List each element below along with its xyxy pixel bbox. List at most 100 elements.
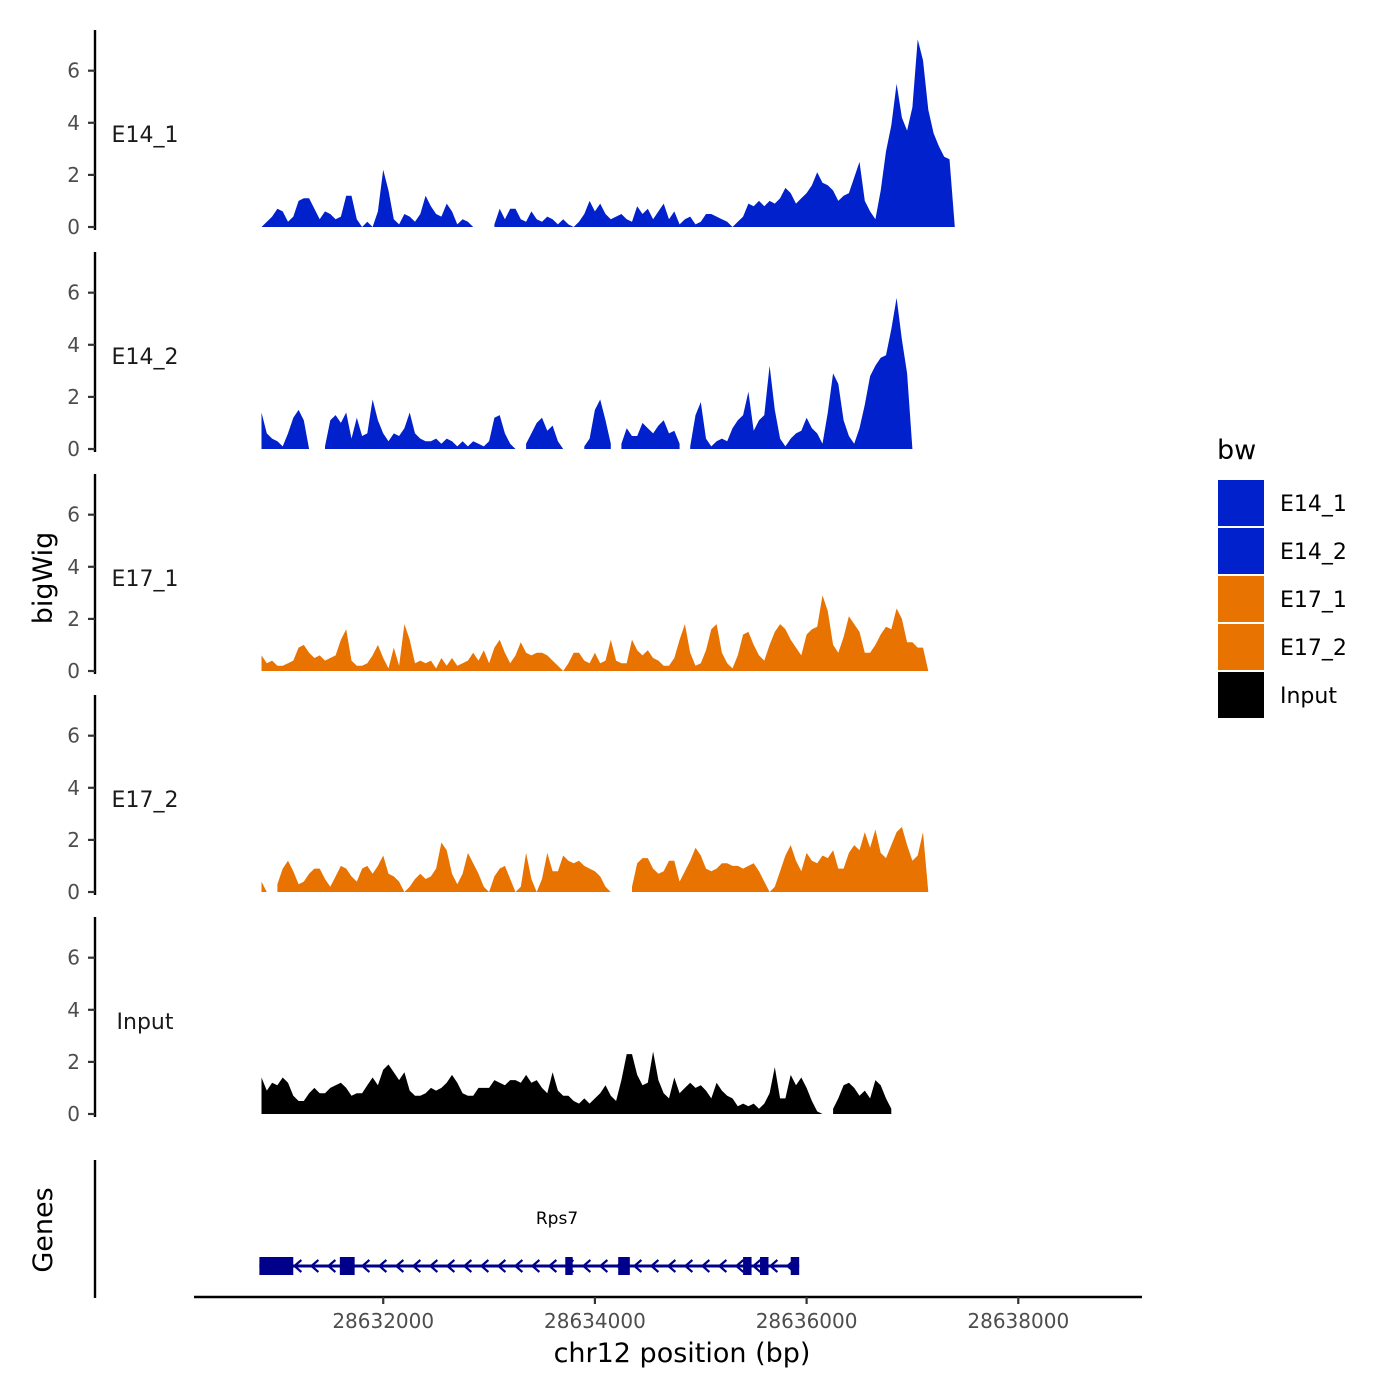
strand-arrow xyxy=(462,1259,473,1273)
strand-arrow xyxy=(394,1259,405,1273)
strand-arrow xyxy=(649,1259,660,1273)
y-tick-label: 0 xyxy=(67,880,80,904)
legend-swatch xyxy=(1218,624,1264,670)
strand-arrow xyxy=(768,1259,779,1273)
strand-arrow xyxy=(445,1259,456,1273)
strand-arrow xyxy=(428,1259,439,1273)
y-tick-label: 4 xyxy=(67,555,80,579)
strand-arrow xyxy=(292,1259,303,1273)
strand-arrow xyxy=(360,1259,371,1273)
y-tick-label: 0 xyxy=(67,215,80,239)
track-label: E17_2 xyxy=(112,788,179,813)
exon xyxy=(790,1257,800,1275)
coverage-area xyxy=(632,826,929,892)
legend-item-e14-2: E14_2 xyxy=(1218,528,1347,574)
legend-label: E14_1 xyxy=(1280,492,1347,517)
coverage-area xyxy=(494,39,955,228)
strand-arrow xyxy=(666,1259,677,1273)
exon xyxy=(618,1257,630,1275)
coverage-area xyxy=(584,399,611,449)
x-axis-title: chr12 position (bp) xyxy=(554,1338,811,1369)
legend: bw E14_1 E14_2 E17_1 E17_2 Input xyxy=(1217,435,1347,718)
legend-label: E17_1 xyxy=(1280,588,1347,613)
exon xyxy=(743,1257,752,1275)
x-tick-label: 28638000 xyxy=(967,1309,1069,1333)
legend-item-input: Input xyxy=(1218,672,1337,718)
strand-arrow xyxy=(734,1259,745,1273)
x-tick-label: 28632000 xyxy=(332,1309,434,1333)
strand-arrow xyxy=(513,1259,524,1273)
strand-arrow xyxy=(717,1259,728,1273)
coverage-area xyxy=(261,595,929,671)
legend-item-e14-1: E14_1 xyxy=(1218,480,1347,526)
legend-swatch xyxy=(1218,576,1264,622)
coverage-area xyxy=(526,417,564,449)
y-tick-label: 6 xyxy=(67,724,80,748)
track-e17-2: 0 2 4 6 E17_2 xyxy=(67,695,929,904)
y-tick-label: 4 xyxy=(67,776,80,800)
track-label: Input xyxy=(117,1010,174,1035)
strand-arrow xyxy=(309,1259,320,1273)
strand-arrow xyxy=(632,1259,643,1273)
y-tick-label: 6 xyxy=(67,946,80,970)
legend-swatch xyxy=(1218,672,1264,718)
legend-label: E14_2 xyxy=(1280,540,1347,565)
legend-label: Input xyxy=(1280,684,1337,709)
strand-arrow xyxy=(377,1259,388,1273)
strand-arrow xyxy=(700,1259,711,1273)
y-tick-label: 4 xyxy=(67,111,80,135)
legend-item-e17-2: E17_2 xyxy=(1218,624,1347,670)
coverage-area xyxy=(261,169,474,227)
genes-axis-title: Genes xyxy=(28,1187,59,1272)
track-panels: 0 2 4 6 E14_1 0 2 4 6 E14_2 0 2 4 6 E17_1 0 2 4 6 E17_2 0 2 4 6… xyxy=(67,30,955,1126)
coverage-area xyxy=(277,842,611,892)
coverage-area xyxy=(261,881,267,892)
y-tick-label: 2 xyxy=(67,385,80,409)
coverage-area xyxy=(261,409,310,449)
y-tick-label: 6 xyxy=(67,503,80,527)
legend-swatch xyxy=(1218,480,1264,526)
exon xyxy=(259,1257,294,1275)
coverage-area xyxy=(833,1080,892,1114)
y-tick-label: 6 xyxy=(67,59,80,83)
y-axis-title: bigWig xyxy=(28,532,59,625)
y-tick-label: 0 xyxy=(67,659,80,683)
y-tick-label: 4 xyxy=(67,333,80,357)
coverage-area xyxy=(261,1051,823,1114)
y-tick-label: 0 xyxy=(67,1102,80,1126)
track-label: E14_2 xyxy=(112,345,179,370)
track-label: E14_1 xyxy=(112,123,179,148)
track-e14-1: 0 2 4 6 E14_1 xyxy=(67,30,955,239)
coverage-area xyxy=(690,297,913,449)
coverage-area xyxy=(325,399,516,449)
strand-arrow xyxy=(479,1259,490,1273)
strand-arrow xyxy=(547,1259,558,1273)
x-axis: 28632000 28634000 28636000 28638000 xyxy=(194,1295,1142,1333)
coverage-area xyxy=(621,420,680,449)
exon xyxy=(760,1257,769,1275)
strand-arrow xyxy=(581,1259,592,1273)
track-e14-2: 0 2 4 6 E14_2 xyxy=(67,252,913,461)
x-tick-label: 28634000 xyxy=(544,1309,646,1333)
legend-label: E17_2 xyxy=(1280,636,1347,661)
y-tick-label: 2 xyxy=(67,1050,80,1074)
strand-arrow xyxy=(683,1259,694,1273)
strand-arrow xyxy=(496,1259,507,1273)
gene-panel: Rps7 xyxy=(93,1160,800,1298)
strand-arrow xyxy=(326,1259,337,1273)
strand-arrow xyxy=(530,1259,541,1273)
exon xyxy=(339,1257,355,1275)
track-e17-1: 0 2 4 6 E17_1 xyxy=(67,474,929,683)
y-tick-label: 2 xyxy=(67,163,80,187)
gene-name: Rps7 xyxy=(536,1209,578,1229)
y-tick-label: 0 xyxy=(67,437,80,461)
x-tick-label: 28636000 xyxy=(756,1309,858,1333)
exon xyxy=(565,1257,573,1275)
y-tick-label: 4 xyxy=(67,998,80,1022)
y-tick-label: 2 xyxy=(67,607,80,631)
track-label: E17_1 xyxy=(112,567,179,592)
legend-swatch xyxy=(1218,528,1264,574)
legend-item-e17-1: E17_1 xyxy=(1218,576,1347,622)
legend-title: bw xyxy=(1217,435,1256,466)
